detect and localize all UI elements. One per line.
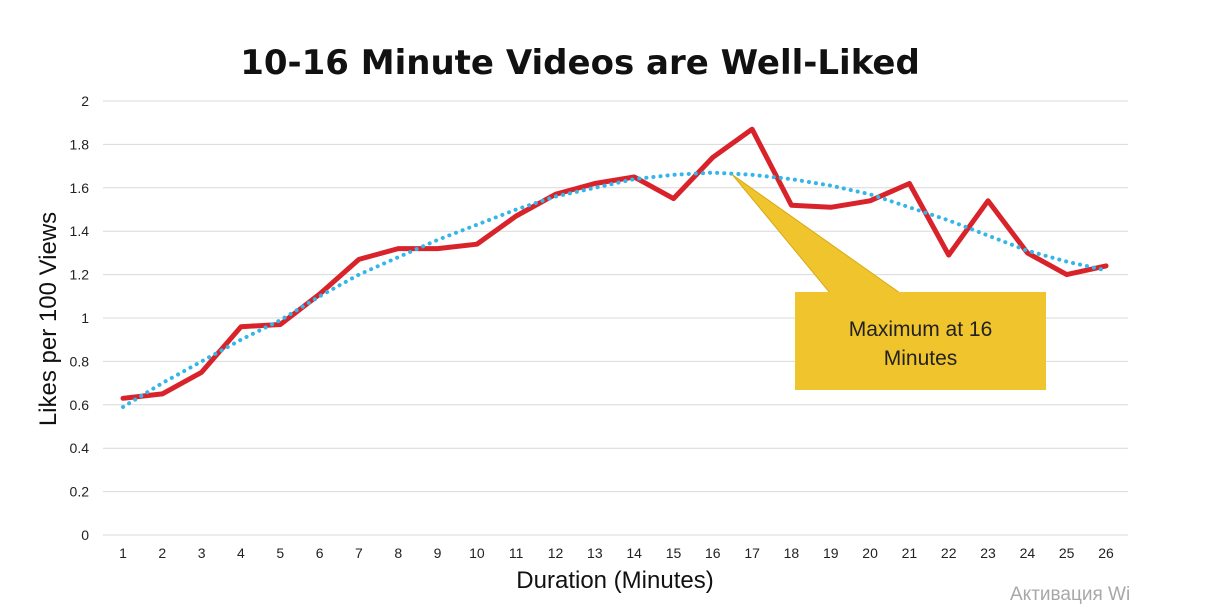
- y-axis-ticks: 0 0.2 0.4 0.6 0.8 1 1.2 1.4 1.6 1.8 2: [70, 93, 90, 543]
- callout-box: [795, 292, 1046, 390]
- x-tick-label: 9: [434, 545, 442, 561]
- y-tick-label: 1.2: [70, 267, 90, 283]
- grid: [103, 100, 1128, 536]
- x-tick-label: 1: [119, 545, 127, 561]
- x-tick-label: 24: [1020, 545, 1036, 561]
- x-tick-label: 4: [237, 545, 245, 561]
- callout: Maximum at 16 Minutes: [732, 174, 1046, 390]
- y-tick-label: 1.4: [70, 223, 90, 239]
- x-tick-label: 2: [158, 545, 166, 561]
- x-axis-label: Duration (Minutes): [516, 567, 713, 594]
- y-tick-label: 2: [81, 93, 89, 109]
- y-tick-label: 0.4: [70, 440, 90, 456]
- x-tick-label: 10: [469, 545, 485, 561]
- x-tick-label: 14: [626, 545, 642, 561]
- x-axis-ticks: 1 2 3 4 5 6 7 8 9 10 11 12 13 14 15 16 17 18 19 20 21 22 23 24 2…: [119, 545, 1114, 561]
- x-tick-label: 20: [862, 545, 878, 561]
- activation-watermark: Активация Wi: [1010, 584, 1131, 605]
- x-tick-label: 15: [666, 545, 682, 561]
- callout-text: Minutes: [884, 347, 958, 370]
- x-tick-label: 22: [941, 545, 957, 561]
- x-tick-label: 7: [355, 545, 363, 561]
- x-tick-label: 21: [902, 545, 918, 561]
- x-tick-label: 19: [823, 545, 839, 561]
- y-tick-label: 1.8: [70, 136, 90, 152]
- x-tick-label: 13: [587, 545, 603, 561]
- x-tick-label: 12: [548, 545, 564, 561]
- y-tick-label: 0: [81, 527, 89, 543]
- x-tick-label: 3: [198, 545, 206, 561]
- callout-text: Maximum at 16: [849, 318, 993, 341]
- x-tick-label: 6: [316, 545, 324, 561]
- likes-series-line: [120, 126, 1109, 401]
- x-tick-label: 18: [784, 545, 800, 561]
- callout-pointer: [732, 174, 902, 294]
- x-tick-label: 17: [744, 545, 760, 561]
- chart-title: 10-16 Minute Videos are Well-Liked: [240, 43, 920, 83]
- x-tick-label: 16: [705, 545, 721, 561]
- y-tick-label: 0.2: [70, 484, 90, 500]
- x-tick-label: 25: [1059, 545, 1075, 561]
- y-axis-label: Likes per 100 Views: [35, 212, 62, 426]
- x-tick-label: 8: [394, 545, 402, 561]
- x-tick-label: 11: [509, 545, 524, 561]
- x-tick-label: 23: [980, 545, 996, 561]
- y-tick-label: 0.8: [70, 353, 90, 369]
- series-layer: [120, 126, 1109, 409]
- x-tick-label: 5: [276, 545, 284, 561]
- y-tick-label: 1: [81, 310, 89, 326]
- y-tick-label: 0.6: [70, 397, 90, 413]
- y-tick-label: 1.6: [70, 180, 90, 196]
- x-tick-label: 26: [1098, 545, 1114, 561]
